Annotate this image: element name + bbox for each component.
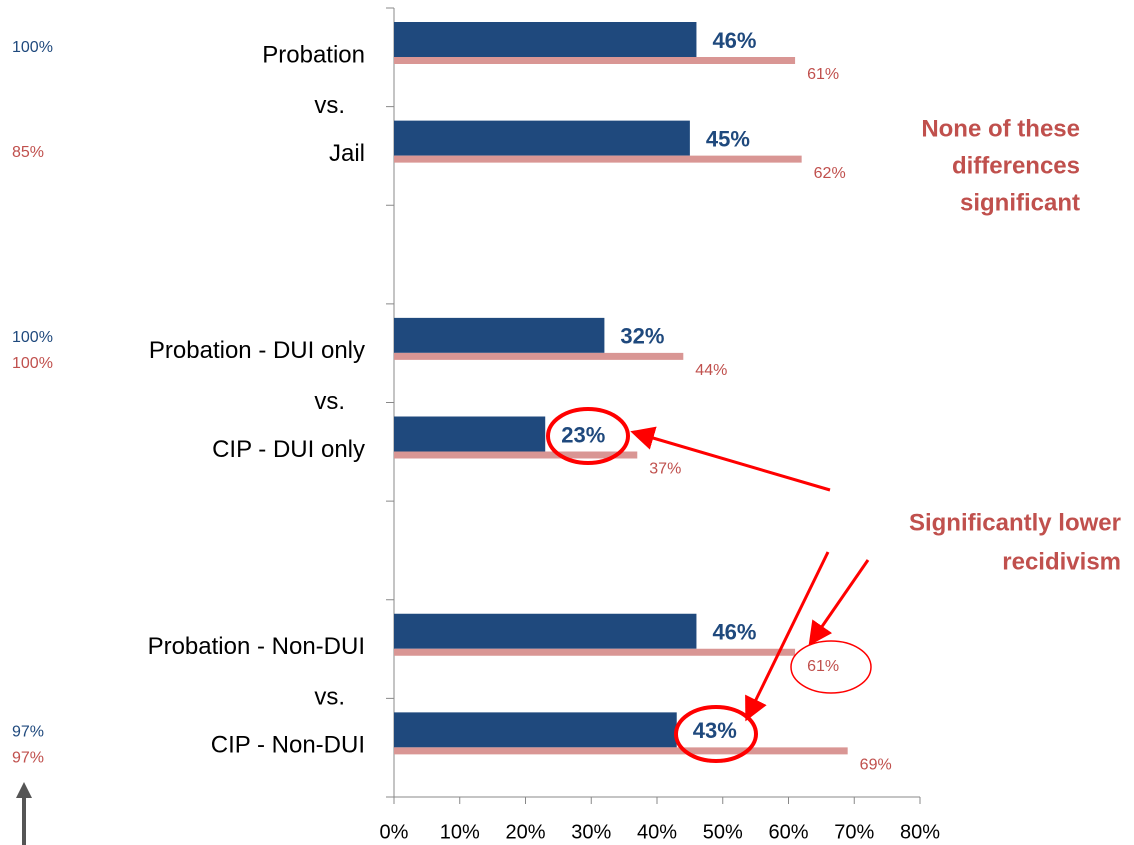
value-label: 32% bbox=[620, 324, 664, 349]
category-label: CIP - Non-DUI bbox=[211, 732, 365, 759]
arrow bbox=[745, 551, 830, 722]
connector-label: vs. bbox=[314, 388, 345, 415]
bar bbox=[394, 120, 690, 156]
x-tick-label: 70% bbox=[834, 821, 874, 843]
annotation: Significantly lower bbox=[909, 509, 1121, 536]
highlight-circle bbox=[674, 705, 758, 763]
value-label: 69% bbox=[860, 757, 892, 774]
side-label: 100% bbox=[12, 355, 53, 372]
annotation: differences bbox=[952, 152, 1080, 179]
arrow bbox=[808, 559, 870, 646]
side-label: 100% bbox=[12, 39, 53, 56]
value-label: 23% bbox=[561, 422, 605, 447]
value-label: 61% bbox=[807, 658, 839, 675]
x-tick-label: 40% bbox=[637, 821, 677, 843]
highlights bbox=[546, 407, 872, 763]
bar bbox=[394, 352, 684, 360]
plot: 0% 10% 20% 30% 40% 50% 60% 70% 80% Probation 46% 61… bbox=[12, 7, 1121, 843]
arrow bbox=[630, 426, 831, 492]
value-label: 46% bbox=[712, 620, 756, 645]
value-label: 62% bbox=[814, 165, 846, 182]
bar bbox=[394, 416, 546, 452]
annotation: None of these bbox=[921, 115, 1080, 142]
x-tick-label: 10% bbox=[440, 821, 480, 843]
bar bbox=[394, 22, 697, 57]
bar bbox=[394, 648, 796, 656]
connector-label: vs. bbox=[314, 684, 345, 711]
x-tick-label: 50% bbox=[703, 821, 743, 843]
category-label: Jail bbox=[329, 140, 365, 167]
highlight-circle bbox=[546, 407, 630, 465]
bar bbox=[394, 712, 677, 748]
x-tick-label: 20% bbox=[505, 821, 545, 843]
bar bbox=[394, 57, 796, 64]
category-label: CIP - DUI only bbox=[212, 436, 365, 463]
bar bbox=[394, 747, 848, 755]
value-label: 44% bbox=[695, 362, 727, 379]
x-tick-label: 30% bbox=[571, 821, 611, 843]
x-tick-label: 0% bbox=[380, 821, 409, 843]
value-label: 61% bbox=[807, 66, 839, 83]
category-label: Probation bbox=[262, 41, 365, 68]
annotation: recidivism bbox=[1002, 548, 1121, 575]
value-label: 37% bbox=[649, 461, 681, 478]
side-label: 100% bbox=[12, 329, 53, 346]
category-label: Probation - DUI only bbox=[149, 337, 365, 364]
x-tick-label: 60% bbox=[768, 821, 808, 843]
connector-label: vs. bbox=[314, 92, 345, 119]
value-label: 46% bbox=[712, 28, 756, 53]
annotation: significant bbox=[960, 189, 1080, 216]
side-label: 85% bbox=[12, 144, 44, 161]
category-label: Probation - Non-DUI bbox=[148, 633, 365, 660]
side-label: 97% bbox=[12, 750, 44, 767]
value-label: 45% bbox=[706, 126, 750, 151]
bar bbox=[394, 317, 605, 353]
bar bbox=[394, 451, 638, 459]
bar bbox=[394, 155, 802, 163]
value-label: 43% bbox=[693, 718, 737, 743]
bar bbox=[394, 613, 697, 649]
x-tick-label: 80% bbox=[900, 821, 940, 843]
side-label: 97% bbox=[12, 724, 44, 741]
